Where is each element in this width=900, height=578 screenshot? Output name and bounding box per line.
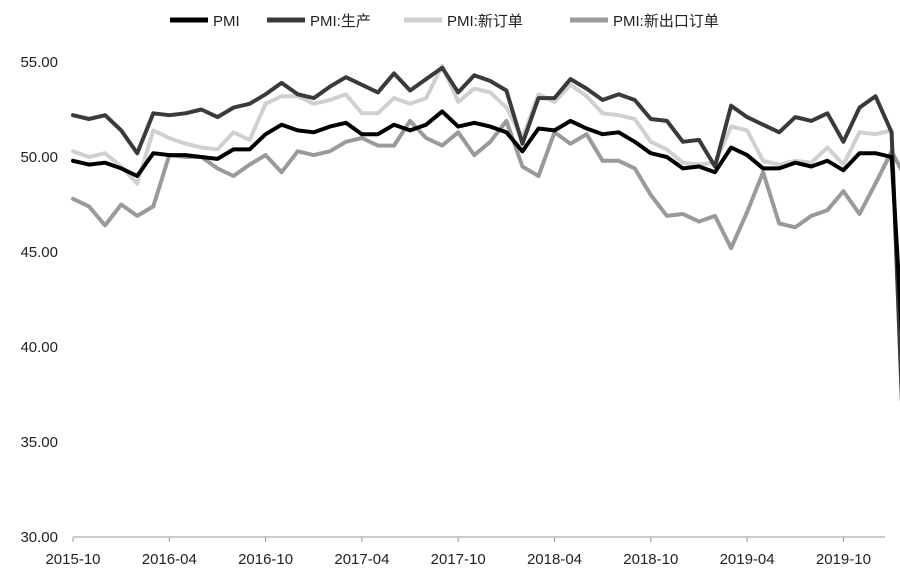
x-tick-label: 2017-10 xyxy=(431,551,486,568)
y-tick-label: 45.00 xyxy=(20,244,58,261)
series-line-0 xyxy=(71,109,900,334)
legend-label: PMI:新订单 xyxy=(447,13,523,30)
series-line-1 xyxy=(71,65,900,403)
y-tick-label: 50.00 xyxy=(20,149,58,166)
y-tick-label: 55.00 xyxy=(20,54,58,71)
legend-label: PMI:生产 xyxy=(310,13,371,30)
series-group xyxy=(71,63,900,403)
legend: PMI PMI:生产 PMI:新订单 PMI:新出口订单 xyxy=(170,13,719,30)
x-tick-label: 2016-04 xyxy=(142,551,197,568)
x-tick-label: 2015-10 xyxy=(45,551,100,568)
legend-label: PMI xyxy=(213,13,240,30)
series-line-2 xyxy=(71,63,900,403)
x-tick-label: 2016-10 xyxy=(238,551,293,568)
y-tick-label: 30.00 xyxy=(20,529,58,546)
y-tick-label: 35.00 xyxy=(20,434,58,451)
x-tick-label: 2019-04 xyxy=(720,551,775,568)
series-line-3 xyxy=(71,118,900,251)
legend-label: PMI:新出口订单 xyxy=(613,13,719,30)
axes-group: 30.00 35.00 40.00 45.00 50.00 55.00 2015-10 201… xyxy=(20,54,885,568)
x-tick-label: 2018-04 xyxy=(527,551,582,568)
x-tick-label: 2018-10 xyxy=(623,551,678,568)
x-tick-label: 2017-04 xyxy=(334,551,389,568)
x-tick-label: 2019-10 xyxy=(816,551,871,568)
y-tick-label: 40.00 xyxy=(20,339,58,356)
